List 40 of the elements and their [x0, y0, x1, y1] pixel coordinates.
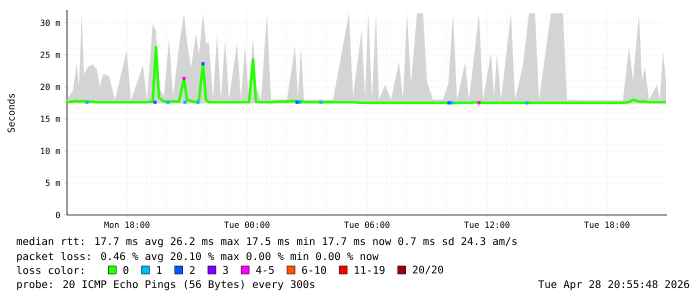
point — [450, 101, 454, 104]
legend-label: 2 — [190, 266, 195, 274]
text: median rtt: 17.7 ms avg 26.2 ms max 17.5 ms min 17.7 ms now 0.7 ms sd 24.3 am/s — [16, 237, 517, 248]
point — [183, 100, 187, 104]
legend-label: 6-10 — [302, 266, 326, 274]
point — [295, 100, 299, 104]
legend-label: 3 — [223, 266, 228, 274]
y-tick-label: 10 m — [41, 148, 60, 154]
legend-label: 11-19 — [354, 266, 385, 274]
legend-title: loss color: — [17, 266, 84, 274]
point — [166, 100, 170, 104]
point — [196, 100, 200, 104]
y-tick-label: 25 m — [40, 52, 60, 58]
point — [319, 100, 323, 104]
point — [153, 100, 157, 104]
x-tick-label: Tue 12:00 — [464, 222, 510, 228]
y-tick-label: 15 m — [41, 116, 60, 122]
point — [182, 76, 186, 80]
point — [447, 101, 451, 104]
point — [298, 100, 302, 104]
point — [201, 62, 205, 66]
text: probe: 20 ICMP Echo Pings (56 Bytes) every 300s — [17, 280, 314, 290]
point — [477, 101, 481, 104]
y-tick-label: 20 m — [40, 84, 60, 90]
x-tick-label: Mon 18:00 — [104, 222, 150, 228]
x-tick-label: Tue 00:00 — [224, 222, 270, 228]
y-tick-label: 0 — [56, 212, 60, 218]
x-tick-label: Tue 18:00 — [584, 222, 630, 228]
x-tick-label: Tue 06:00 — [344, 222, 390, 228]
y-tick-label: 30 m — [40, 20, 60, 26]
y-tick-label: 5 m — [46, 180, 60, 186]
legend-label: 1 — [157, 266, 162, 274]
text: Tue Apr 28 20:55:48 2026 — [538, 280, 690, 290]
legend-label: 4-5 — [256, 266, 274, 274]
legend-label: 0 — [123, 266, 128, 274]
text: packet loss: 0.46 % avg 20.10 % max 0.00 % min 0.00 % now — [17, 252, 379, 262]
point — [525, 101, 529, 104]
legend-label: 20/20 — [412, 266, 444, 274]
point — [85, 100, 89, 104]
y-axis-title: Seconds — [7, 94, 15, 132]
